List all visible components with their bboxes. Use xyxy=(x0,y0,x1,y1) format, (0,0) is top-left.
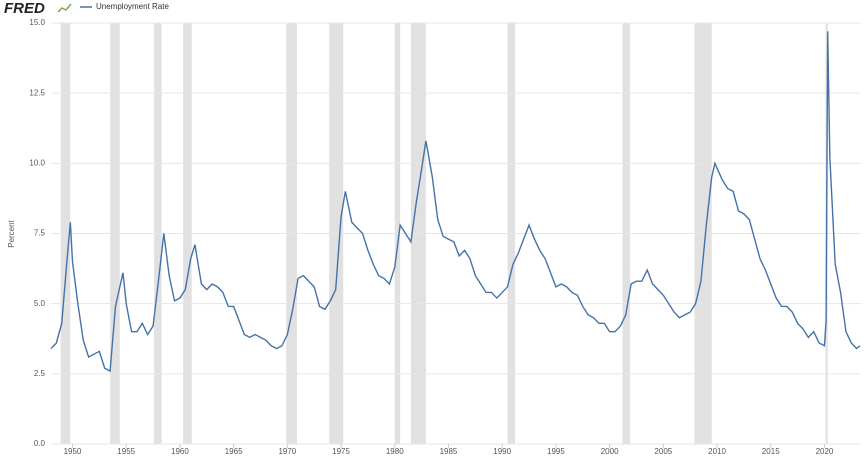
x-tick-label: 1980 xyxy=(386,447,404,456)
legend-label: Unemployment Rate xyxy=(96,2,169,11)
x-tick-label: 2005 xyxy=(654,447,672,456)
x-tick-label: 1950 xyxy=(64,447,82,456)
y-tick-label: 10.0 xyxy=(29,158,45,167)
x-tick-label: 2000 xyxy=(601,447,619,456)
x-tick-label: 1990 xyxy=(493,447,511,456)
logo-icon xyxy=(57,3,72,13)
y-tick-label: 2.5 xyxy=(34,369,46,378)
y-tick-label: 0.0 xyxy=(34,439,46,448)
x-tick-label: 2015 xyxy=(762,447,780,456)
x-tick-label: 1975 xyxy=(332,447,350,456)
fred-logo: FRED xyxy=(4,0,45,17)
x-tick-label: 2010 xyxy=(708,447,726,456)
y-axis-label: Percent xyxy=(7,219,16,247)
x-tick-label: 1965 xyxy=(225,447,243,456)
unemployment-line xyxy=(50,31,861,373)
x-tick-label: 1995 xyxy=(547,447,565,456)
x-tick-label: 1955 xyxy=(117,447,135,456)
x-tick-label: 1970 xyxy=(278,447,296,456)
x-tick-label: 1985 xyxy=(440,447,458,456)
y-tick-label: 7.5 xyxy=(34,229,46,238)
y-tick-label: 15.0 xyxy=(29,18,45,27)
x-tick-label: 1960 xyxy=(171,447,189,456)
y-tick-label: 12.5 xyxy=(29,88,45,97)
x-tick-label: 2020 xyxy=(816,447,834,456)
y-tick-label: 5.0 xyxy=(34,299,46,308)
